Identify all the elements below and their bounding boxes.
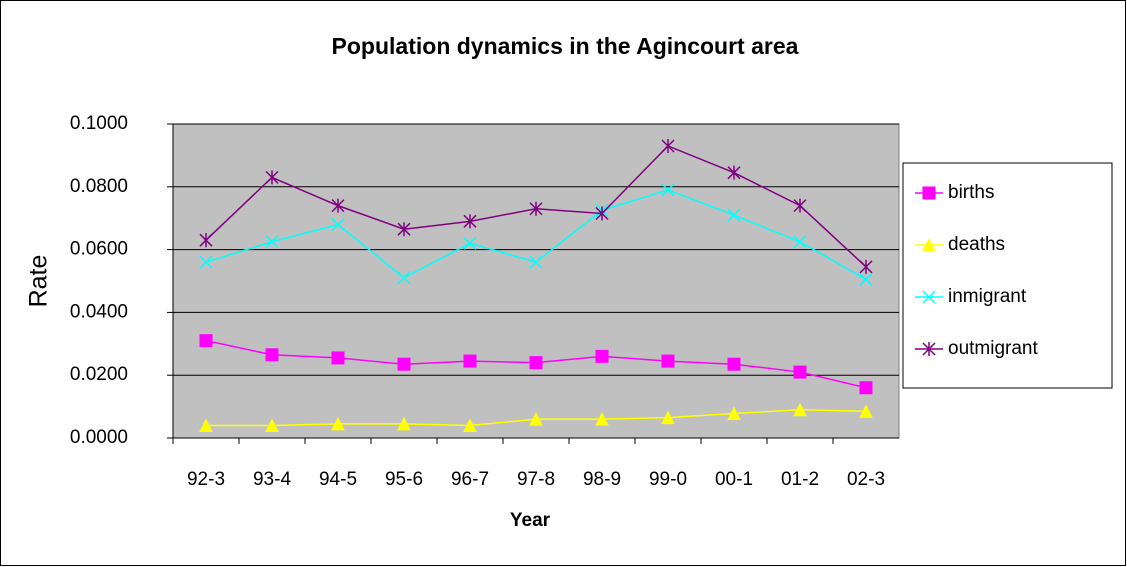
y-tick-label: 0.0000 (70, 427, 128, 448)
marker (265, 348, 279, 362)
legend: births deaths inmigrant outmigrant (902, 162, 1113, 389)
marker (595, 412, 609, 426)
y-tick-label: 0.1000 (70, 113, 128, 134)
marker (595, 349, 609, 363)
marker (529, 201, 543, 216)
x-tick-label: 98-9 (583, 469, 621, 490)
marker (529, 356, 543, 370)
marker (397, 357, 411, 371)
y-tick-label: 0.0400 (70, 301, 128, 322)
marker (595, 206, 609, 221)
legend-label: deaths (948, 234, 1005, 255)
marker (199, 255, 213, 269)
marker (463, 236, 477, 250)
marker (922, 342, 936, 356)
marker (922, 290, 936, 304)
marker (859, 381, 873, 395)
marker (463, 354, 477, 368)
marker (727, 208, 741, 222)
x-tick-label: 02-3 (847, 469, 885, 490)
marker (529, 255, 543, 269)
x-tick-label: 92-3 (187, 469, 225, 490)
marker (331, 217, 345, 232)
marker (397, 271, 411, 285)
legend-label: outmigrant (948, 338, 1038, 359)
marker (727, 406, 741, 421)
marker (199, 233, 213, 248)
y-tick-label: 0.0200 (70, 364, 128, 385)
x-tick-label: 93-4 (253, 469, 291, 490)
marker (397, 222, 411, 237)
x-tick-label: 95-6 (385, 469, 423, 490)
marker (922, 186, 936, 200)
marker (661, 138, 675, 153)
legend-label: inmigrant (948, 286, 1027, 307)
marker (661, 410, 675, 425)
marker (727, 357, 741, 371)
marker (265, 235, 279, 249)
x-tick-label: 94-5 (319, 469, 357, 490)
x-tick-label: 97-8 (517, 469, 555, 490)
marker (199, 334, 213, 348)
x-tick-label: 99-0 (649, 469, 687, 490)
marker (463, 418, 477, 432)
marker (331, 416, 345, 431)
marker (859, 259, 873, 274)
y-tick-label: 0.0600 (70, 239, 128, 260)
marker (397, 416, 411, 431)
marker (859, 272, 873, 286)
x-axis-title: Year (510, 510, 551, 531)
marker (463, 214, 477, 229)
marker (922, 237, 936, 252)
legend-box (902, 162, 1113, 389)
y-tick-label: 0.0800 (70, 176, 128, 197)
x-tick-label: 00-1 (715, 469, 753, 490)
marker (265, 170, 279, 185)
marker (661, 354, 675, 368)
x-tick-label: 96-7 (451, 469, 489, 490)
marker (265, 418, 279, 432)
chart-title: Population dynamics in the Agincourt are… (332, 33, 799, 59)
marker (859, 404, 873, 418)
marker (793, 365, 807, 379)
marker (331, 198, 345, 213)
legend-label: births (948, 182, 994, 203)
y-axis-title: Rate (25, 255, 53, 308)
marker (793, 235, 807, 249)
marker (199, 418, 213, 432)
marker (793, 402, 807, 417)
marker (793, 198, 807, 213)
marker (727, 165, 741, 180)
marker (661, 183, 675, 197)
x-tick-label: 01-2 (781, 469, 819, 490)
marker (331, 351, 345, 365)
marker (529, 412, 543, 426)
plot-area (172, 123, 900, 439)
